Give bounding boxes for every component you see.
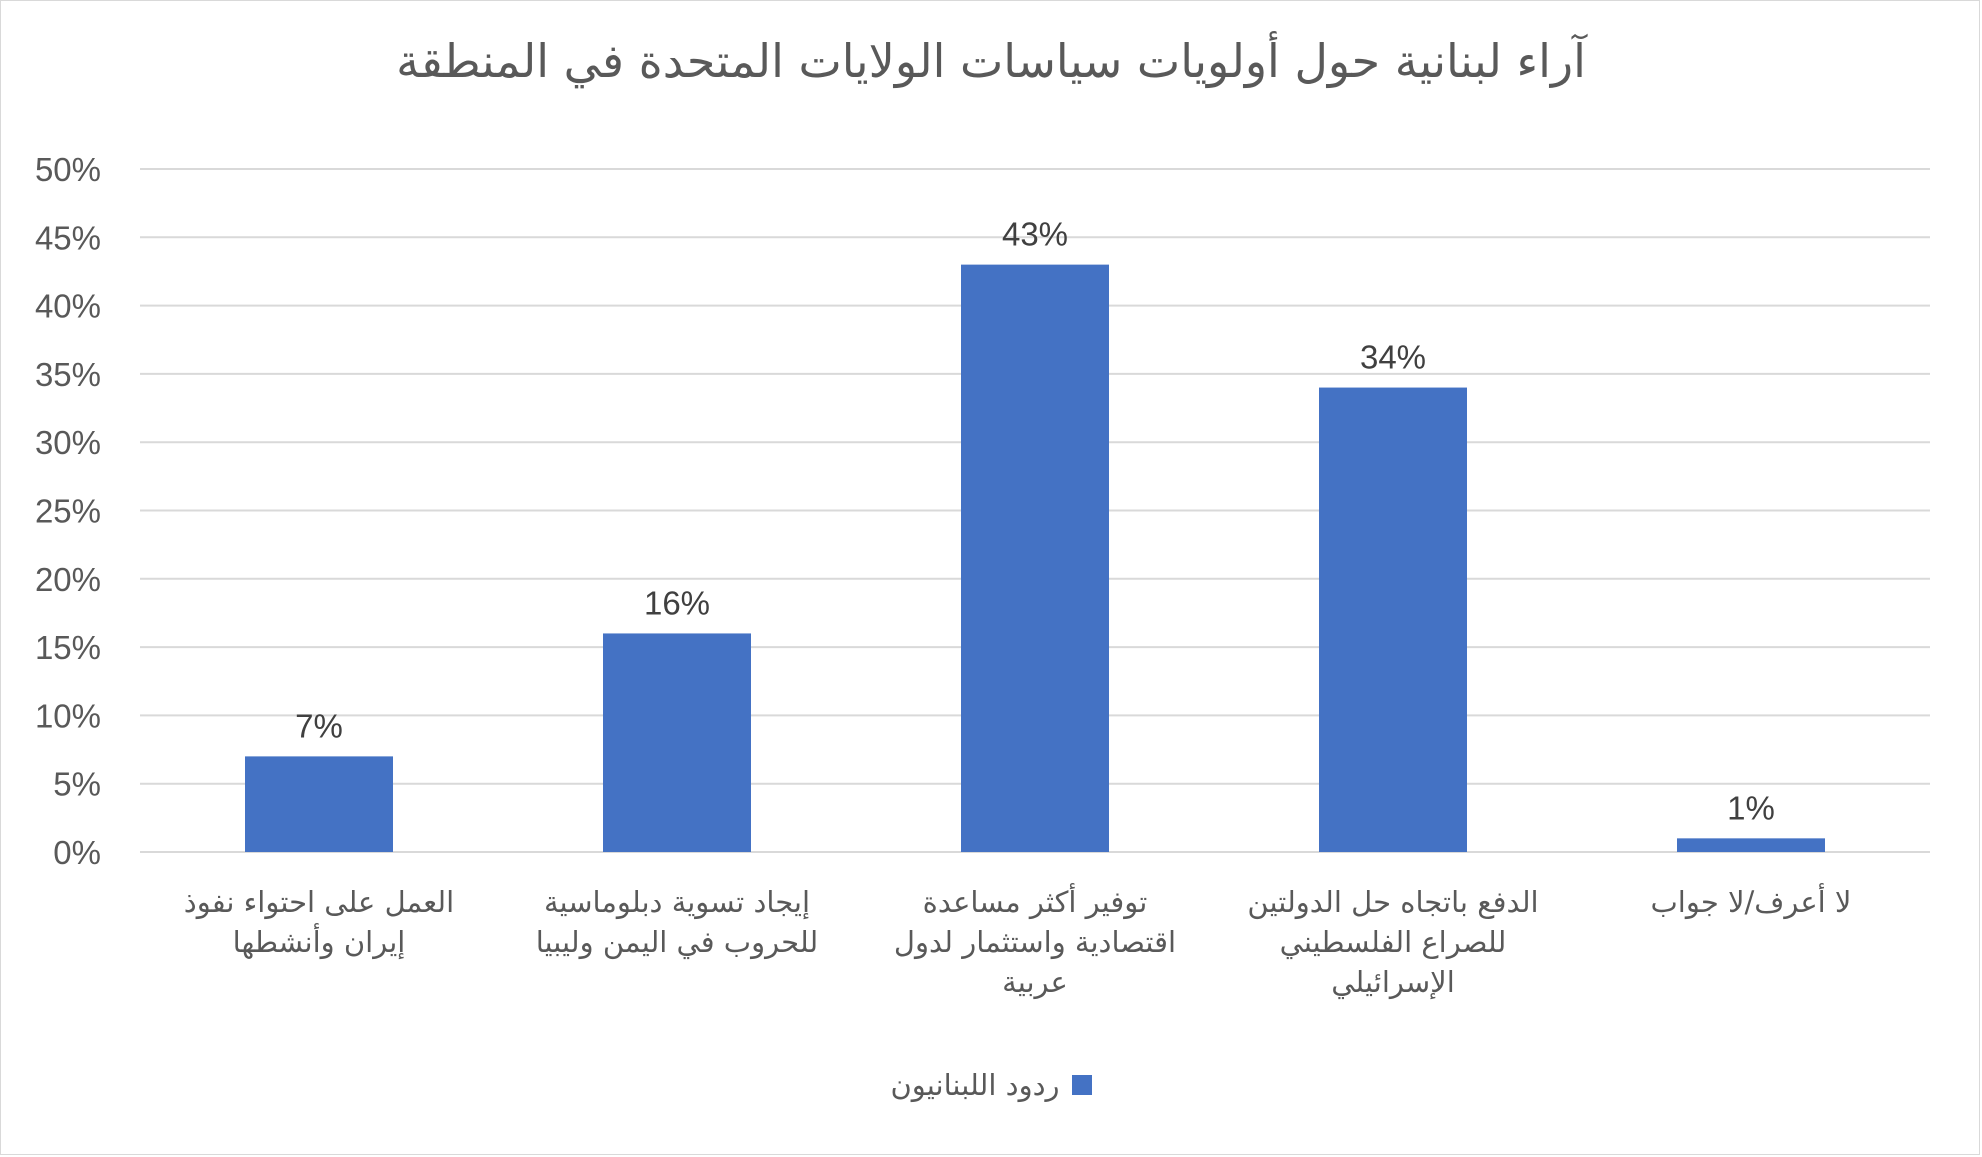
y-tick-label: 35% xyxy=(35,356,101,393)
category-label: الإسرائيلي xyxy=(1331,965,1455,1000)
data-label: 7% xyxy=(295,707,343,744)
bars xyxy=(245,264,1825,852)
y-tick-label: 50% xyxy=(35,151,101,188)
legend: ردود اللبنانيون xyxy=(0,1068,1982,1102)
y-tick-label: 15% xyxy=(35,629,101,666)
category-label: إيران وأنشطها xyxy=(233,922,406,960)
y-tick-label: 45% xyxy=(35,219,101,256)
category-label: إيجاد تسوية دبلوماسية xyxy=(544,885,810,920)
y-tick-label: 0% xyxy=(53,834,101,871)
category-label: عربية xyxy=(1002,965,1068,999)
bar xyxy=(961,264,1109,852)
data-label: 34% xyxy=(1360,339,1426,376)
data-label: 16% xyxy=(644,584,710,621)
category-label: للصراع الفلسطيني xyxy=(1280,925,1507,960)
y-tick-label: 25% xyxy=(35,493,101,530)
bar xyxy=(1677,838,1825,852)
category-label: للحروب في اليمن وليبيا xyxy=(536,925,819,960)
legend-label: ردود اللبنانيون xyxy=(890,1068,1060,1102)
category-label: العمل على احتواء نفوذ xyxy=(184,885,454,919)
y-tick-label: 10% xyxy=(35,697,101,734)
y-axis-ticks: 0% 5% 10% 15% 20% 25% 30% 35% 40% 45% 50% xyxy=(35,151,101,871)
y-tick-label: 30% xyxy=(35,424,101,461)
bar xyxy=(603,633,751,852)
y-tick-label: 5% xyxy=(53,766,101,803)
category-label: اقتصادية واستثمار لدول xyxy=(894,925,1176,959)
data-label: 43% xyxy=(1002,216,1068,253)
bar xyxy=(1319,387,1467,852)
data-label: 1% xyxy=(1727,789,1775,826)
y-tick-label: 40% xyxy=(35,288,101,325)
data-labels: 7% 16% 43% 34% 1% xyxy=(295,216,1775,827)
category-label: لا أعرف/لا جواب xyxy=(1651,882,1852,919)
bar xyxy=(245,756,393,852)
y-tick-label: 20% xyxy=(35,561,101,598)
legend-swatch xyxy=(1071,1075,1092,1095)
category-label: الدفع باتجاه حل الدولتين xyxy=(1247,885,1538,919)
chart-title: آراء لبنانية حول أولويات سياسات الولايات… xyxy=(396,34,1586,88)
category-label: توفير أكثر مساعدة xyxy=(923,882,1148,919)
